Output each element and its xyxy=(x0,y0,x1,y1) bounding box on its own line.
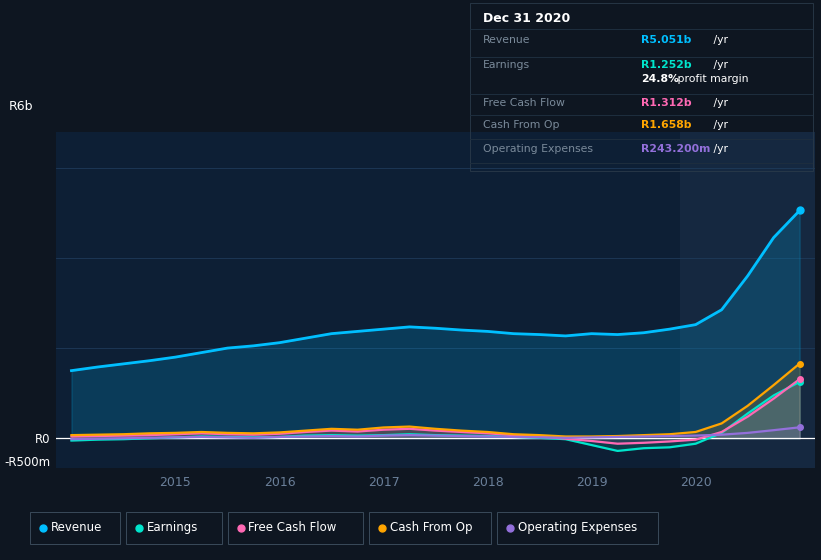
Text: /yr: /yr xyxy=(710,120,728,130)
FancyBboxPatch shape xyxy=(227,512,363,544)
FancyBboxPatch shape xyxy=(497,512,658,544)
Text: R6b: R6b xyxy=(9,100,33,113)
Text: Revenue: Revenue xyxy=(51,521,103,534)
Text: R1.658b: R1.658b xyxy=(641,120,692,130)
FancyBboxPatch shape xyxy=(369,512,490,544)
Text: R243.200m: R243.200m xyxy=(641,144,711,154)
Text: Operating Expenses: Operating Expenses xyxy=(484,144,594,154)
Text: Cash From Op: Cash From Op xyxy=(389,521,472,534)
Text: profit margin: profit margin xyxy=(674,74,748,84)
Text: /yr: /yr xyxy=(710,35,728,45)
Bar xyxy=(680,132,815,468)
Text: Revenue: Revenue xyxy=(484,35,531,45)
Text: /yr: /yr xyxy=(710,144,728,154)
Text: Earnings: Earnings xyxy=(146,521,198,534)
Text: Dec 31 2020: Dec 31 2020 xyxy=(484,12,571,25)
Text: R1.312b: R1.312b xyxy=(641,98,692,108)
Text: /yr: /yr xyxy=(710,60,728,70)
Text: R1.252b: R1.252b xyxy=(641,60,692,70)
Text: Cash From Op: Cash From Op xyxy=(484,120,560,130)
Text: Operating Expenses: Operating Expenses xyxy=(517,521,637,534)
Text: Free Cash Flow: Free Cash Flow xyxy=(484,98,565,108)
FancyBboxPatch shape xyxy=(126,512,222,544)
FancyBboxPatch shape xyxy=(30,512,120,544)
Text: Free Cash Flow: Free Cash Flow xyxy=(249,521,337,534)
Text: /yr: /yr xyxy=(710,98,728,108)
Text: R5.051b: R5.051b xyxy=(641,35,691,45)
Text: 24.8%: 24.8% xyxy=(641,74,679,84)
Text: Earnings: Earnings xyxy=(484,60,530,70)
